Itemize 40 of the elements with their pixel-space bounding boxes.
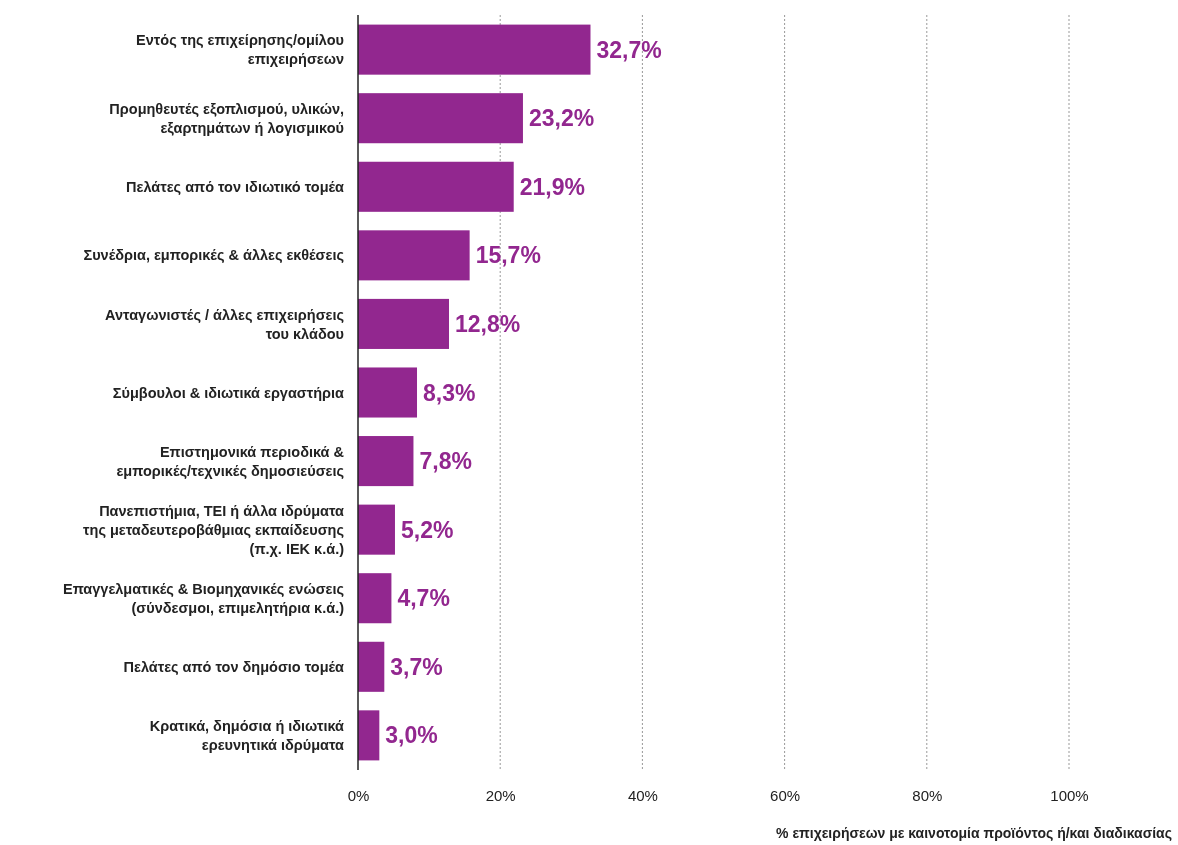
bar [358,504,395,555]
bar [358,161,514,212]
data-label: 7,8% [419,448,472,475]
bar [358,641,385,692]
bar [358,93,523,144]
data-label: 21,9% [519,173,585,200]
x-tick-label: 0% [347,786,370,804]
data-label: 8,3% [423,379,476,406]
bar [358,230,470,281]
x-tick-label: 80% [912,786,943,804]
bar [358,436,414,487]
data-label: 5,2% [400,516,454,543]
bar [358,710,380,761]
y-tick-label: Κρατικά, δημόσια ή ιδιωτικά ερευνητικά ιδρύματα [149,717,345,753]
y-tick-label: Συνέδρια, εμπορικές & άλλες εκθέσεις [83,247,344,264]
data-label: 32,7% [596,36,662,63]
y-tick-label: Πανεπιστήμια, ΤΕΙ ή άλλα ιδρύματα της μεταδευτεροβάθμιας εκπαίδευσης (π.χ. ΙΕΚ κ.ά.) [83,502,345,557]
bar [358,298,450,349]
data-label: 12,8% [455,310,521,337]
x-tick-label: 60% [770,786,801,804]
bar [358,367,418,418]
y-tick-label: Ανταγωνιστές / άλλες επιχειρήσεις του κλάδου [105,306,344,342]
x-axis-title: % επιχειρήσεων με καινοτομία προϊόντος ή/και διαδικασίας [776,825,1172,841]
data-label: 3,0% [385,722,438,749]
y-tick-label: Εντός της επιχείρησης/ομίλου επιχειρήσεων [136,32,344,68]
y-tick-label: Πελάτες από τον δημόσιο τομέα [123,658,345,675]
x-tick-label: 100% [1050,786,1089,804]
data-label: 15,7% [475,242,541,269]
y-tick-label: Πελάτες από τον ιδιωτικό τομέα [126,178,345,195]
x-tick-label: 20% [485,786,516,804]
y-tick-label: Επιστημονικά περιοδικά & εμπορικές/τεχνικές δημοσιεύσεις [116,443,345,479]
data-label: 3,7% [390,653,443,680]
bar [358,24,591,75]
y-tick-label: Επαγγελματικές & Βιομηχανικές ενώσεις (σύνδεσμοι, επιμελητήρια κ.ά.) [62,580,345,616]
bar [358,573,392,624]
x-tick-label: 40% [627,786,658,804]
y-tick-label: Προμηθευτές εξοπλισμού, υλικών, εξαρτημάτων ή λογισμικού [109,100,344,136]
data-label: 4,7% [397,585,450,612]
y-tick-label: Σύμβουλοι & ιδιωτικά εργαστήρια [112,384,345,401]
data-label: 23,2% [528,105,595,132]
